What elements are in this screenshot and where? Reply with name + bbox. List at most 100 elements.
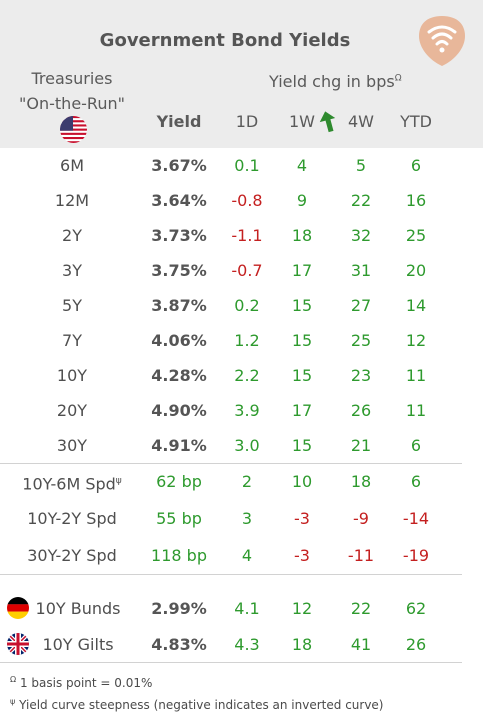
change-1w: -3 (294, 509, 310, 528)
change-ytd: 14 (405, 296, 427, 315)
footnote-curve-steepness: ψ Yield curve steepness (negative indica… (10, 697, 384, 712)
change-4w: 23 (350, 366, 372, 385)
change-ytd: 16 (405, 191, 427, 210)
change-ytd: -14 (402, 509, 430, 528)
row-label-text: 10Y-6M Spd (22, 474, 116, 494)
row-label: 3Y (62, 261, 82, 280)
change-1w: 17 (291, 261, 313, 280)
spread-row: 10Y-6M Spdψ 62 bp 2 10 18 6 (0, 464, 483, 499)
change-4w: 26 (350, 401, 372, 420)
yield-value: 3.64% (151, 191, 207, 210)
change-4w: -11 (347, 546, 375, 565)
yield-value: 3.73% (151, 226, 207, 245)
change-1w: 15 (291, 296, 313, 315)
row-label: 2Y (62, 226, 82, 245)
change-4w: 41 (350, 635, 372, 654)
row-label: 12M (54, 191, 90, 210)
change-1w: -3 (294, 546, 310, 565)
treasury-row: 3Y 3.75% -0.7 17 31 20 (0, 253, 483, 288)
row-label: 10Y Bunds (35, 599, 121, 618)
germany-flag-icon (7, 597, 29, 619)
yield-value: 4.83% (151, 635, 207, 654)
yield-value: 62 bp (156, 472, 202, 491)
change-ytd: 6 (410, 436, 422, 455)
change-1d: 0.1 (234, 156, 260, 175)
change-1d: 4.1 (234, 599, 260, 618)
change-4w: 22 (350, 191, 372, 210)
change-1d: -0.8 (231, 191, 263, 210)
yield-value: 3.75% (151, 261, 207, 280)
change-1w: 15 (291, 436, 313, 455)
yield-value: 118 bp (151, 546, 207, 565)
curve-steepness-marker: ψ (115, 476, 122, 486)
change-1w: 17 (291, 401, 313, 420)
row-label: 20Y (56, 401, 88, 420)
column-header-1w: 1W (289, 112, 315, 131)
change-1d: -1.1 (231, 226, 263, 245)
change-4w: 18 (350, 472, 372, 491)
change-ytd: 6 (410, 156, 422, 175)
change-1w: 4 (296, 156, 308, 175)
change-1w: 15 (291, 366, 313, 385)
row-label: 6M (60, 156, 84, 175)
change-1w: 18 (291, 635, 313, 654)
change-1d: 2.2 (234, 366, 260, 385)
change-4w: 25 (350, 331, 372, 350)
change-ytd: 26 (405, 635, 427, 654)
change-1d: 0.2 (234, 296, 260, 315)
row-label: 10Y (56, 366, 88, 385)
change-1w: 9 (296, 191, 308, 210)
table-header: Government Bond Yields Treasuries "On-th… (0, 0, 483, 148)
change-4w: 22 (350, 599, 372, 618)
change-1d: 1.2 (234, 331, 260, 350)
change-ytd: 62 (405, 599, 427, 618)
change-ytd: 11 (405, 366, 427, 385)
row-label: 10Y-2Y Spd (27, 509, 117, 528)
change-4w: 31 (350, 261, 372, 280)
divider (0, 662, 462, 663)
change-1w: 15 (291, 331, 313, 350)
uk-flag-icon (7, 633, 29, 655)
column-header-ytd: YTD (400, 112, 432, 131)
international-row: 10Y Bunds 2.99% 4.1 12 22 62 (0, 591, 483, 626)
yield-value: 4.90% (151, 401, 207, 420)
treasury-row: 10Y 4.28% 2.2 15 23 11 (0, 358, 483, 393)
treasury-row: 20Y 4.90% 3.9 17 26 11 (0, 393, 483, 428)
yield-value: 3.67% (151, 156, 207, 175)
page-title: Government Bond Yields (99, 30, 351, 51)
change-ytd: 20 (405, 261, 427, 280)
treasury-row: 12M 3.64% -0.8 9 22 16 (0, 183, 483, 218)
change-4w: -9 (353, 509, 369, 528)
change-ytd: 6 (410, 472, 422, 491)
treasury-row: 5Y 3.87% 0.2 15 27 14 (0, 288, 483, 323)
change-4w: 21 (350, 436, 372, 455)
spread-row: 30Y-2Y Spd 118 bp 4 -3 -11 -19 (0, 538, 483, 573)
change-4w: 32 (350, 226, 372, 245)
yield-value: 4.91% (151, 436, 207, 455)
change-1d: 4 (241, 546, 253, 565)
row-label: 5Y (62, 296, 82, 315)
row-label: 30Y-2Y Spd (27, 546, 117, 565)
column-header-1d: 1D (235, 112, 259, 131)
us-flag-icon (60, 116, 87, 143)
change-1d: 3.0 (234, 436, 260, 455)
yield-value: 55 bp (156, 509, 202, 528)
treasury-row: 30Y 4.91% 3.0 15 21 6 (0, 428, 483, 463)
change-ytd: 11 (405, 401, 427, 420)
wifi-tag-logo-icon (419, 16, 465, 66)
change-1w: 12 (291, 599, 313, 618)
column-header-4w: 4W (348, 112, 374, 131)
row-label: 7Y (62, 331, 82, 350)
change-ytd: -19 (402, 546, 430, 565)
change-4w: 5 (355, 156, 367, 175)
change-1d: 2 (241, 472, 253, 491)
column-header-yield: Yield (156, 112, 202, 131)
yield-value: 4.06% (151, 331, 207, 350)
yield-value: 2.99% (151, 599, 207, 618)
treasury-row: 6M 3.67% 0.1 4 5 6 (0, 148, 483, 183)
yield-value: 4.28% (151, 366, 207, 385)
treasury-row: 2Y 3.73% -1.1 18 32 25 (0, 218, 483, 253)
divider (0, 463, 462, 464)
change-ytd: 25 (405, 226, 427, 245)
